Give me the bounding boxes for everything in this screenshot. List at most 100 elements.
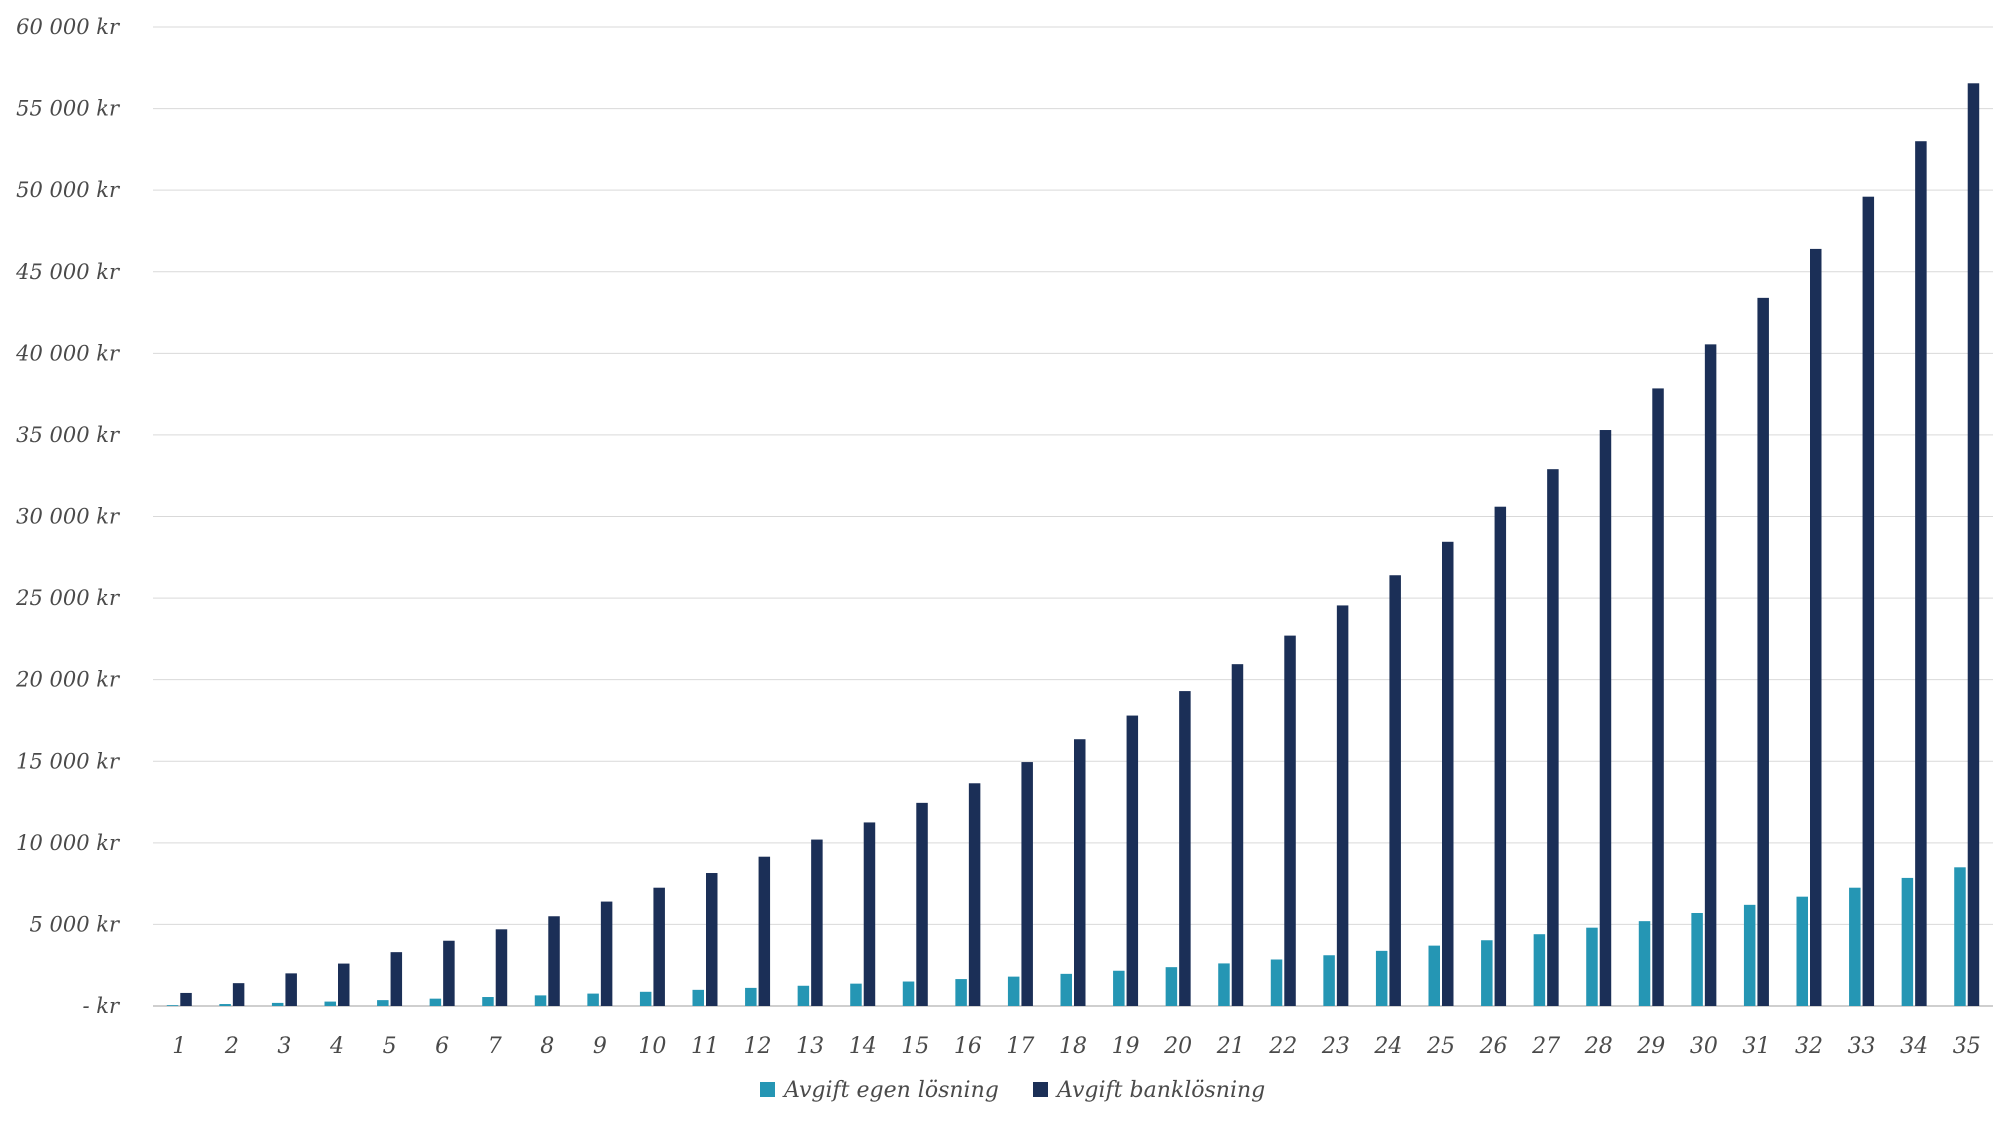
bar-egen-losning <box>1428 945 1440 1006</box>
y-tick-label: 30 000 kr <box>16 505 121 529</box>
x-tick-label: 29 <box>1636 1034 1665 1059</box>
bar-banklosning <box>706 873 718 1006</box>
bar-egen-losning <box>534 995 547 1006</box>
y-tick-label: 45 000 kr <box>15 260 121 284</box>
bar-banklosning <box>1126 715 1139 1006</box>
bar-banklosning <box>1757 297 1769 1006</box>
bar-egen-losning <box>1901 877 1914 1006</box>
bar-egen-losning <box>692 989 704 1006</box>
x-tick-label: 19 <box>1112 1034 1140 1059</box>
y-tick-label: 55 000 kr <box>16 97 121 121</box>
bar-egen-losning <box>1165 967 1178 1006</box>
bar-egen-losning <box>377 1000 389 1006</box>
x-tick-label: 11 <box>691 1034 719 1059</box>
bar-egen-losning <box>324 1001 336 1006</box>
x-tick-label: 26 <box>1479 1034 1508 1059</box>
bar-banklosning <box>285 973 297 1006</box>
bar-banklosning <box>390 952 403 1006</box>
bar-egen-losning <box>1533 934 1546 1006</box>
y-tick-label: 20 000 kr <box>15 668 121 692</box>
gridlines <box>153 26 1993 1007</box>
y-tick-label: 5 000 kr <box>29 912 121 936</box>
x-tick-label: 5 <box>383 1034 397 1059</box>
bar-banklosning <box>600 901 613 1006</box>
legend-swatch <box>1033 1082 1048 1097</box>
x-tick-label: 14 <box>849 1034 877 1059</box>
x-tick-label: 18 <box>1059 1034 1087 1059</box>
bar-egen-losning <box>1954 867 1966 1006</box>
y-tick-label: 25 000 kr <box>15 586 121 610</box>
bar-banklosning <box>1862 196 1875 1006</box>
x-tick-label: 25 <box>1426 1034 1455 1059</box>
x-tick-label: 8 <box>540 1034 554 1059</box>
bar-egen-losning <box>166 1005 179 1006</box>
x-tick-label: 28 <box>1584 1034 1613 1059</box>
x-tick-label: 23 <box>1321 1034 1350 1059</box>
bar-banklosning <box>653 887 665 1006</box>
x-tick-label: 9 <box>593 1034 607 1059</box>
bar-egen-losning <box>902 981 915 1006</box>
bar-banklosning <box>1704 344 1717 1007</box>
x-tick-label: 33 <box>1848 1034 1876 1059</box>
x-tick-label: 15 <box>901 1034 929 1059</box>
bar-egen-losning <box>1691 912 1703 1006</box>
bar-banklosning <box>811 839 823 1006</box>
bar-banklosning <box>495 929 508 1006</box>
x-tick-label: 2 <box>224 1034 239 1059</box>
bar-banklosning <box>1074 739 1086 1006</box>
y-axis: - kr 5 000 kr 10 000 kr 15 000 kr 20 000 kr 2… <box>15 15 121 1018</box>
bar-egen-losning <box>1796 896 1808 1006</box>
bar-banklosning <box>1021 762 1033 1006</box>
x-tick-label: 35 <box>1953 1034 1981 1059</box>
legend-label: Avgift banklösning <box>1055 1078 1265 1103</box>
bar-banklosning <box>232 983 245 1006</box>
x-axis: 1 2 3 4 5 6 7 8 9 10 11 12 13 14 15 16 17 18 19 20 21 22 23 24 2… <box>172 1034 1980 1059</box>
y-tick-label: 60 000 kr <box>16 15 121 39</box>
x-tick-label: 34 <box>1900 1034 1928 1059</box>
bar-egen-losning <box>1113 970 1125 1006</box>
bar-egen-losning <box>1270 959 1283 1006</box>
bars <box>166 83 1980 1007</box>
x-tick-label: 24 <box>1373 1034 1402 1059</box>
bar-banklosning <box>1389 575 1401 1006</box>
bar-egen-losning <box>850 983 862 1006</box>
x-tick-label: 21 <box>1216 1034 1245 1059</box>
y-tick-label: 15 000 kr <box>16 749 121 773</box>
bar-egen-losning <box>1743 904 1756 1006</box>
bar-banklosning <box>443 940 455 1006</box>
legend-label: Avgift egen lösning <box>782 1078 999 1103</box>
bar-banklosning <box>1442 541 1454 1006</box>
bar-banklosning <box>758 856 771 1006</box>
x-tick-label: 13 <box>796 1034 824 1059</box>
bar-egen-losning <box>587 993 599 1006</box>
x-tick-label: 16 <box>954 1034 982 1059</box>
x-tick-label: 4 <box>329 1034 344 1059</box>
bar-egen-losning <box>639 991 652 1006</box>
x-tick-label: 32 <box>1795 1034 1823 1059</box>
legend: Avgift egen lösning Avgift banklösning <box>760 1078 1265 1103</box>
bar-banklosning <box>1915 141 1927 1006</box>
bar-egen-losning <box>1586 927 1598 1006</box>
bar-banklosning <box>180 992 192 1006</box>
bar-banklosning <box>1494 506 1507 1006</box>
bar-egen-losning <box>1849 887 1861 1006</box>
y-tick-label: - kr <box>82 994 120 1018</box>
y-tick-label: 35 000 kr <box>16 423 121 447</box>
bar-banklosning <box>968 783 981 1006</box>
bar-egen-losning <box>745 987 757 1006</box>
bar-egen-losning <box>1218 963 1230 1006</box>
x-tick-label: 22 <box>1268 1034 1297 1059</box>
x-tick-label: 17 <box>1006 1034 1034 1059</box>
bar-banklosning <box>1599 430 1612 1006</box>
bar-egen-losning <box>482 997 494 1006</box>
bar-banklosning <box>338 963 350 1006</box>
x-tick-label: 1 <box>172 1034 186 1059</box>
x-tick-label: 7 <box>488 1034 502 1059</box>
x-tick-label: 27 <box>1531 1034 1560 1059</box>
bar-egen-losning <box>271 1002 284 1006</box>
bar-banklosning <box>1547 469 1559 1007</box>
bar-egen-losning <box>1481 940 1493 1006</box>
bar-banklosning <box>1179 691 1191 1006</box>
bar-egen-losning <box>429 998 442 1006</box>
